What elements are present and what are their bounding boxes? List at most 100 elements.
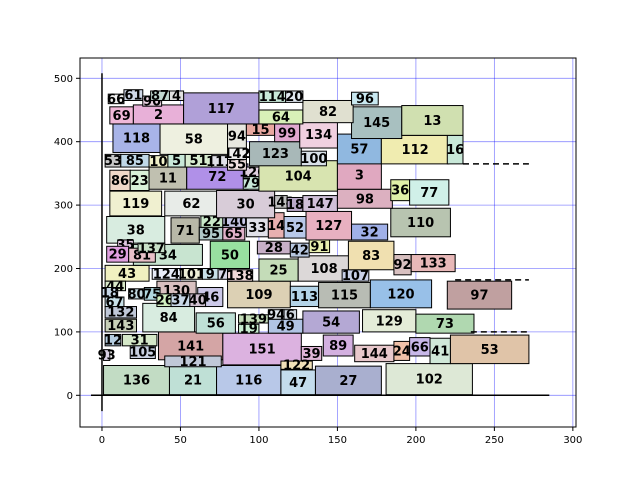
rect-label: 19 (240, 322, 258, 337)
rect-shape (449, 334, 530, 365)
data-rect-96: 96 (351, 91, 379, 107)
data-rect-38: 38 (106, 216, 166, 244)
data-rect-129: 129 (362, 309, 417, 333)
rect-label: 151 (249, 343, 276, 358)
data-rect-71: 71 (170, 217, 200, 244)
rect-label: 143 (107, 319, 134, 334)
rect-label: 92 (394, 258, 412, 273)
data-rect-69: 69 (109, 106, 134, 125)
rect-label: 147 (307, 197, 334, 212)
rect-shape (216, 365, 282, 396)
rect-label: 9 (206, 267, 215, 282)
rect-shape (300, 150, 327, 167)
rect-shape (106, 216, 166, 244)
rect-shape (446, 280, 513, 310)
data-rect-47: 47 (280, 369, 316, 396)
rect-label: 13 (423, 114, 441, 129)
data-rect-36: 36 (390, 179, 411, 202)
data-rect-66: 66 (107, 92, 125, 107)
rect-shape (183, 92, 260, 125)
rect-label: 122 (283, 359, 310, 374)
data-rect-43: 43 (104, 264, 150, 282)
rect-label: 109 (245, 288, 272, 303)
data-rect-27: 27 (314, 365, 382, 396)
rect-label: 79 (242, 176, 260, 191)
rect-shape (385, 363, 473, 396)
rect-label: 12 (104, 334, 122, 349)
data-rect-20: 20 (285, 90, 304, 105)
x-tick-label: 250 (485, 435, 504, 446)
rect-label: 64 (272, 110, 290, 125)
rect-shape (285, 90, 304, 103)
y-tick-label: 300 (54, 201, 73, 212)
rect-shape (410, 254, 456, 273)
rect-label: 32 (361, 226, 379, 241)
data-rect-145: 145 (351, 106, 403, 140)
rect-shape (104, 296, 125, 308)
rect-label: 58 (185, 133, 203, 148)
data-rect-30: 30 (216, 190, 276, 219)
rect-label: 51 (189, 154, 207, 169)
data-rect-94: 94 (267, 308, 285, 323)
data-rect-73: 73 (415, 313, 475, 334)
rect-label: 14 (267, 219, 285, 234)
rect-label: 80 (127, 287, 145, 302)
data-rect-55: 55 (227, 157, 247, 172)
data-rect-121: 121 (164, 355, 222, 370)
rect-label: 47 (289, 376, 307, 391)
data-rect-99: 99 (274, 123, 301, 143)
rect-label: 121 (179, 355, 206, 370)
rect-label: 89 (329, 339, 347, 354)
data-rect-116: 116 (216, 365, 282, 396)
y-tick-label: 200 (54, 264, 73, 275)
rect-label: 124 (153, 267, 180, 282)
rect-label: 31 (131, 334, 149, 349)
rect-label: 134 (305, 128, 332, 143)
data-rect-112: 112 (380, 134, 450, 165)
rect-label: 11 (159, 172, 177, 187)
rect-label: 133 (420, 257, 447, 272)
rect-label: 22 (203, 215, 221, 230)
data-rect-133: 133 (410, 254, 456, 273)
rect-shape (195, 312, 236, 334)
data-rect-58: 58 (159, 123, 229, 155)
data-rect-19: 19 (238, 322, 260, 337)
rect-label: 104 (285, 169, 312, 184)
rect-label: 139 (240, 312, 267, 327)
data-rect-110: 110 (390, 207, 451, 238)
rect-label: 15 (251, 123, 269, 138)
rect-label: 118 (123, 132, 150, 147)
data-rect-57: 57 (336, 133, 382, 165)
rect-label: 54 (322, 316, 340, 331)
x-tick-label: 50 (174, 435, 187, 446)
data-rect-86: 86 (109, 169, 131, 192)
rect-label: 40 (189, 294, 207, 309)
rect-label: 39 (302, 347, 320, 362)
rect-label: 94 (267, 308, 285, 323)
rect-label: 2 (154, 108, 163, 123)
rect-shape (283, 309, 298, 320)
rect-shape (336, 133, 382, 165)
rect-label: 28 (265, 241, 283, 256)
rect-label: 111 (206, 155, 233, 170)
rect-label: 100 (300, 152, 327, 167)
data-rect-115: 115 (318, 281, 371, 309)
data-rect-134: 134 (299, 120, 338, 149)
data-rect-53: 53 (104, 153, 122, 169)
rect-label: 116 (235, 374, 262, 389)
rect-label: 29 (109, 248, 127, 263)
data-rect-24: 24 (393, 340, 411, 361)
rect-label: 142 (223, 147, 250, 162)
rect-label: 91 (310, 240, 328, 255)
rect-shape (390, 207, 451, 238)
rect-shape (314, 365, 382, 396)
rect-label: 72 (208, 170, 226, 185)
rect-shape (104, 318, 138, 333)
data-rect-93: 93 (98, 349, 116, 364)
rect-shape (164, 355, 222, 368)
rect-label: 62 (182, 197, 200, 212)
rect-label: 144 (361, 347, 388, 362)
rect-shape (280, 360, 313, 370)
